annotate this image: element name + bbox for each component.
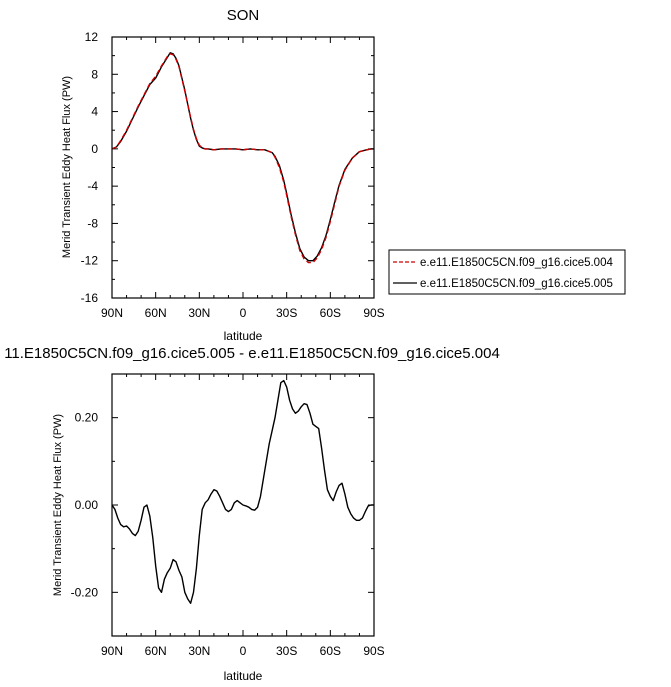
bottom-x-tick-label: 60S: [320, 644, 341, 658]
bottom-y-tick-label: -0.20: [71, 585, 99, 599]
top-chart-title: SON: [227, 7, 260, 24]
top-x-tick-label: 30S: [276, 306, 297, 320]
top-x-tick-label: 90N: [101, 306, 123, 320]
bottom-y-tick-label: 0.20: [75, 411, 99, 425]
top-y-tick-label: 12: [85, 30, 99, 44]
top-x-tick-label: 90S: [363, 306, 384, 320]
top-plot-frame: [111, 36, 375, 299]
top-series-line-2: [111, 52, 374, 262]
bottom-panel: 11.E1850C5CN.f09_g16.cice5.005 - e.e11.E…: [4, 345, 500, 683]
top-x-tick-label: 60S: [320, 306, 341, 320]
top-y-tick-label: 4: [91, 105, 98, 119]
top-y-tick-label: -12: [81, 254, 99, 268]
top-x-axis-label: latitude: [224, 329, 263, 343]
bottom-x-tick-label: 90N: [101, 644, 123, 658]
bottom-plot-frame: [111, 373, 375, 637]
top-x-tick-label: 30N: [188, 306, 210, 320]
bottom-y-tick-label: 0.00: [75, 498, 99, 512]
legend-label-series-1: e.e11.E1850C5CN.f09_g16.cice5.004: [420, 257, 613, 269]
bottom-series-lines: [111, 379, 374, 604]
legend-label-series-2: e.e11.E1850C5CN.f09_g16.cice5.005: [420, 278, 613, 290]
top-y-tick-label: 8: [91, 67, 98, 81]
top-y-tick-label: -4: [87, 179, 98, 193]
top-series-lines: [111, 52, 374, 264]
top-axis-ticks: 90N 60N 30N 0 30S 60S 90S 12 8 4 0 -4 -8 -12 -16: [81, 30, 385, 320]
bottom-y-axis-label: Merid Transient Eddy Heat Flux (PW): [52, 414, 64, 596]
legend: e.e11.E1850C5CN.f09_g16.cice5.004 e.e11.…: [388, 249, 626, 295]
bottom-x-tick-label: 30N: [188, 644, 210, 658]
bottom-series-line-1: [111, 379, 374, 604]
bottom-x-tick-label: 60N: [145, 644, 167, 658]
bottom-x-axis-label: latitude: [224, 669, 263, 683]
bottom-chart-title: 11.E1850C5CN.f09_g16.cice5.005 - e.e11.E…: [4, 345, 500, 362]
top-y-tick-label: 0: [91, 142, 98, 156]
top-y-axis-label: Merid Transient Eddy Heat Flux (PW): [61, 76, 73, 258]
bottom-x-tick-label: 0: [240, 644, 247, 658]
bottom-x-tick-label: 90S: [363, 644, 384, 658]
top-x-tick-label: 0: [240, 306, 247, 320]
top-y-tick-label: -8: [87, 216, 98, 230]
top-x-tick-label: 60N: [145, 306, 167, 320]
top-y-tick-label: -16: [81, 291, 99, 305]
top-series-line-1: [111, 53, 374, 264]
legend-box: [388, 249, 626, 295]
top-panel: SON Merid Transient Eddy Heat Flux (PW) …: [61, 7, 385, 343]
bottom-x-tick-label: 30S: [276, 644, 297, 658]
